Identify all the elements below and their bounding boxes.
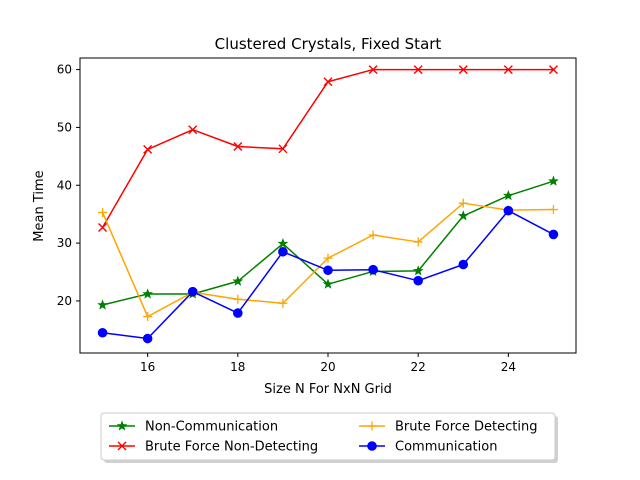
data-point-communication — [503, 205, 514, 216]
data-point-brute-force-non-detecting — [368, 65, 378, 75]
data-point-brute-force-non-detecting — [233, 142, 243, 151]
legend-label: Non-Communication — [145, 420, 278, 435]
x-tick-label: 20 — [320, 360, 335, 374]
data-point-communication — [548, 229, 559, 240]
data-point-non-communication — [322, 278, 334, 289]
data-point-non-communication — [277, 238, 289, 249]
legend-marker — [367, 441, 377, 451]
data-point-communication — [368, 264, 378, 275]
y-tick-label: 20 — [57, 294, 72, 308]
data-point-brute-force-non-detecting — [323, 77, 333, 87]
data-point-brute-force-detecting — [548, 205, 558, 215]
legend-label: Brute Force Non-Detecting — [145, 440, 318, 455]
legend-entry-brute-force-non-detecting: Brute Force Non-Detecting — [109, 440, 318, 455]
data-point-non-communication — [412, 265, 424, 276]
data-point-communication — [278, 246, 288, 257]
data-point-brute-force-detecting — [413, 237, 423, 247]
x-tick-label: 16 — [140, 360, 155, 374]
data-point-brute-force-detecting — [98, 207, 108, 217]
data-point-brute-force-detecting — [458, 198, 468, 208]
data-point-brute-force-non-detecting — [98, 222, 108, 232]
y-tick-label: 40 — [57, 178, 72, 192]
data-point-non-communication — [97, 299, 108, 310]
data-point-communication — [233, 308, 243, 318]
data-point-communication — [142, 333, 153, 344]
legend: Non-Communication Brute Force Non-Detecti… — [100, 412, 558, 463]
data-point-brute-force-non-detecting — [458, 65, 468, 75]
data-point-communication — [323, 265, 333, 276]
y-tick-label: 60 — [57, 63, 72, 77]
y-tick-label: 30 — [57, 236, 72, 250]
data-point-brute-force-detecting — [143, 312, 153, 322]
y-axis-label: Mean Time — [32, 170, 47, 241]
y-tick-label: 50 — [57, 120, 72, 134]
data-point-brute-force-detecting — [233, 294, 243, 304]
legend-label: Communication — [395, 440, 497, 455]
x-axis-label: Size N For NxN Grid — [264, 382, 392, 397]
data-point-brute-force-non-detecting — [413, 65, 423, 75]
x-tick-label: 18 — [230, 360, 245, 374]
data-point-brute-force-non-detecting — [278, 144, 288, 154]
data-point-communication — [187, 286, 198, 297]
data-point-brute-force-non-detecting — [503, 65, 513, 75]
data-point-non-communication — [457, 210, 469, 221]
data-point-brute-force-detecting — [323, 253, 333, 263]
data-point-brute-force-non-detecting — [188, 125, 198, 135]
data-point-communication — [413, 275, 423, 286]
plot-area — [97, 65, 559, 344]
data-point-brute-force-non-detecting — [548, 65, 558, 75]
data-point-non-communication — [548, 175, 559, 186]
legend-label: Brute Force Detecting — [395, 420, 538, 435]
data-point-non-communication — [232, 275, 244, 286]
x-tick-label: 22 — [411, 360, 426, 374]
legend-marker — [117, 441, 127, 451]
data-point-brute-force-non-detecting — [143, 144, 153, 154]
data-point-communication — [97, 327, 108, 338]
data-point-communication — [458, 259, 469, 270]
axes: 16 18 20 22 24 20 30 40 50 60 — [57, 57, 577, 374]
legend-marker — [367, 421, 377, 431]
legend-box — [100, 412, 556, 461]
data-point-non-communication — [502, 190, 514, 201]
legend-entry-brute-force-detecting: Brute Force Detecting — [359, 420, 538, 435]
legend-marker — [116, 420, 128, 431]
legend-entry-non-communication: Non-Communication — [109, 420, 278, 435]
data-point-brute-force-detecting — [368, 230, 378, 240]
chart-title: Clustered Crystals, Fixed Start — [215, 35, 442, 53]
data-point-brute-force-detecting — [278, 298, 288, 308]
legend-entry-communication: Communication — [359, 440, 497, 455]
x-tick-label: 24 — [501, 360, 516, 374]
data-point-non-communication — [142, 288, 154, 299]
